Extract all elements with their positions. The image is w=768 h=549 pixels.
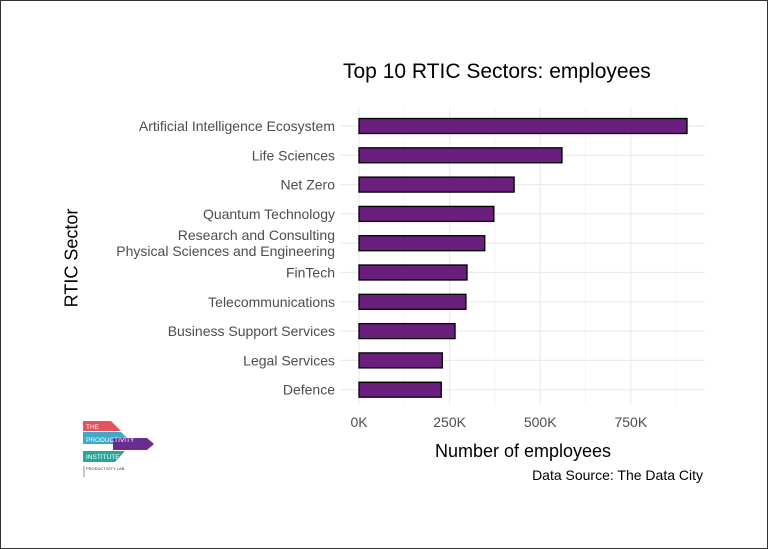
y-tick-label: Research and Consulting Physical Sciences… xyxy=(116,227,335,259)
y-tick-label: Defence xyxy=(283,382,335,398)
logo-subtext: PRODUCTIVITY LAB xyxy=(86,466,125,471)
bar xyxy=(358,293,467,310)
y-tick-label: FinTech xyxy=(286,265,335,281)
x-tick-label: 500K xyxy=(524,414,557,430)
y-tick-label: Business Support Services xyxy=(168,323,335,339)
y-tick-label: Artificial Intelligence Ecosystem xyxy=(139,118,335,134)
chart-title: Top 10 RTIC Sectors: employees xyxy=(343,60,651,83)
logo-text: THE xyxy=(86,424,100,431)
bar xyxy=(358,264,468,281)
logo-band-teal xyxy=(83,451,125,462)
bar xyxy=(358,235,486,252)
x-tick-label: 250K xyxy=(433,414,466,430)
y-tick-label: Telecommunications xyxy=(208,294,335,310)
data-source-caption: Data Source: The Data City xyxy=(532,467,703,483)
y-tick-label: Net Zero xyxy=(281,177,336,193)
logo-text: INSTITUTE xyxy=(86,454,120,461)
bar xyxy=(358,352,444,369)
y-tick-label: Quantum Technology xyxy=(203,206,335,222)
x-axis-title: Number of employees xyxy=(434,441,612,461)
logo-band-red xyxy=(83,421,121,431)
productivity-institute-logo: THE PRODUCTIVITY INSTITUTE PRODUCTIVITY LAB xyxy=(83,421,154,477)
y-tick-label: Life Sciences xyxy=(252,147,335,163)
logo-text: PRODUCTIVITY xyxy=(86,437,135,444)
bar xyxy=(358,176,515,193)
y-tick-label: Legal Services xyxy=(243,352,335,368)
bar xyxy=(358,147,563,164)
logo-band-purple xyxy=(113,438,154,450)
bar xyxy=(358,381,442,398)
bar xyxy=(358,205,495,223)
bar xyxy=(358,117,688,135)
x-tick-label: 750K xyxy=(614,414,647,430)
bar xyxy=(358,322,456,340)
x-tick-label: 0K xyxy=(350,414,368,430)
